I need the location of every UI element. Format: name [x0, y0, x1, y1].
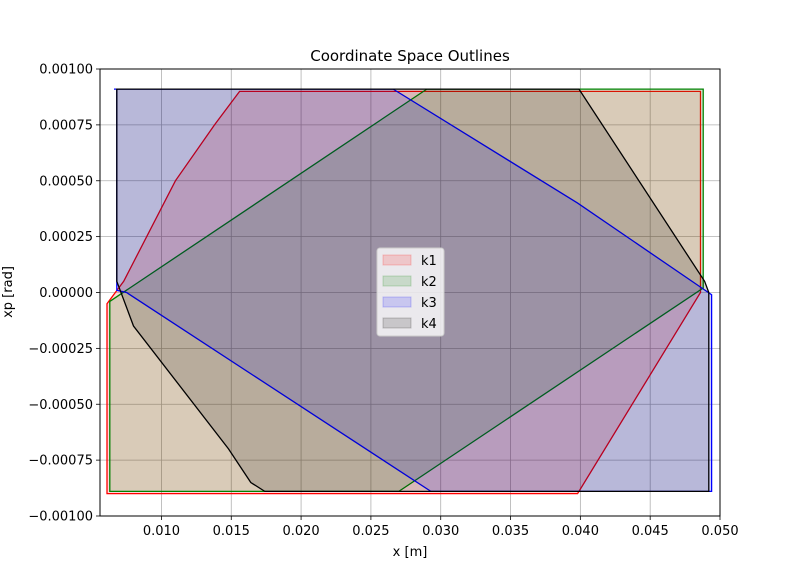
legend-swatch-k3	[382, 296, 412, 308]
y-tick-label: 0.00075	[39, 118, 93, 133]
ticks: 0.010 0.015 0.020 0.025 0.030 0.035 0.040 0.045…	[28, 63, 738, 540]
chart-title: Coordinate Space Outlines	[310, 47, 510, 65]
legend-box	[376, 247, 445, 337]
x-tick-label: 0.045	[632, 524, 669, 539]
y-tick-label: −0.00075	[28, 454, 93, 469]
y-tick-label: −0.00025	[28, 342, 93, 357]
legend-label-k2: k2	[421, 275, 437, 290]
y-axis-label: xp [rad]	[1, 266, 16, 318]
y-tick-label: 0.00050	[39, 174, 93, 189]
x-axis-label: x [m]	[393, 545, 428, 560]
y-tick-label: 0.00025	[39, 230, 93, 245]
x-tick-label: 0.030	[422, 524, 459, 539]
y-tick-label: 0.00100	[39, 63, 93, 78]
x-tick-label: 0.010	[143, 524, 180, 539]
legend-label-k1: k1	[421, 254, 437, 269]
x-tick-label: 0.040	[562, 524, 599, 539]
x-tick-label: 0.015	[213, 524, 250, 539]
y-tick-label: −0.00050	[28, 398, 93, 413]
x-tick-label: 0.020	[282, 524, 319, 539]
x-tick-label: 0.025	[352, 524, 389, 539]
y-tick-label: −0.00100	[28, 510, 93, 525]
y-tick-label: 0.00000	[39, 286, 93, 301]
legend: k1 k2 k3 k4	[376, 247, 445, 337]
legend-swatch-k2	[382, 275, 412, 287]
x-tick-label: 0.035	[492, 524, 529, 539]
legend-swatch-k4	[382, 317, 412, 329]
x-tick-label: 0.050	[701, 524, 738, 539]
legend-swatch-k1	[382, 254, 412, 266]
legend-label-k4: k4	[421, 317, 437, 332]
legend-label-k3: k3	[421, 296, 437, 311]
